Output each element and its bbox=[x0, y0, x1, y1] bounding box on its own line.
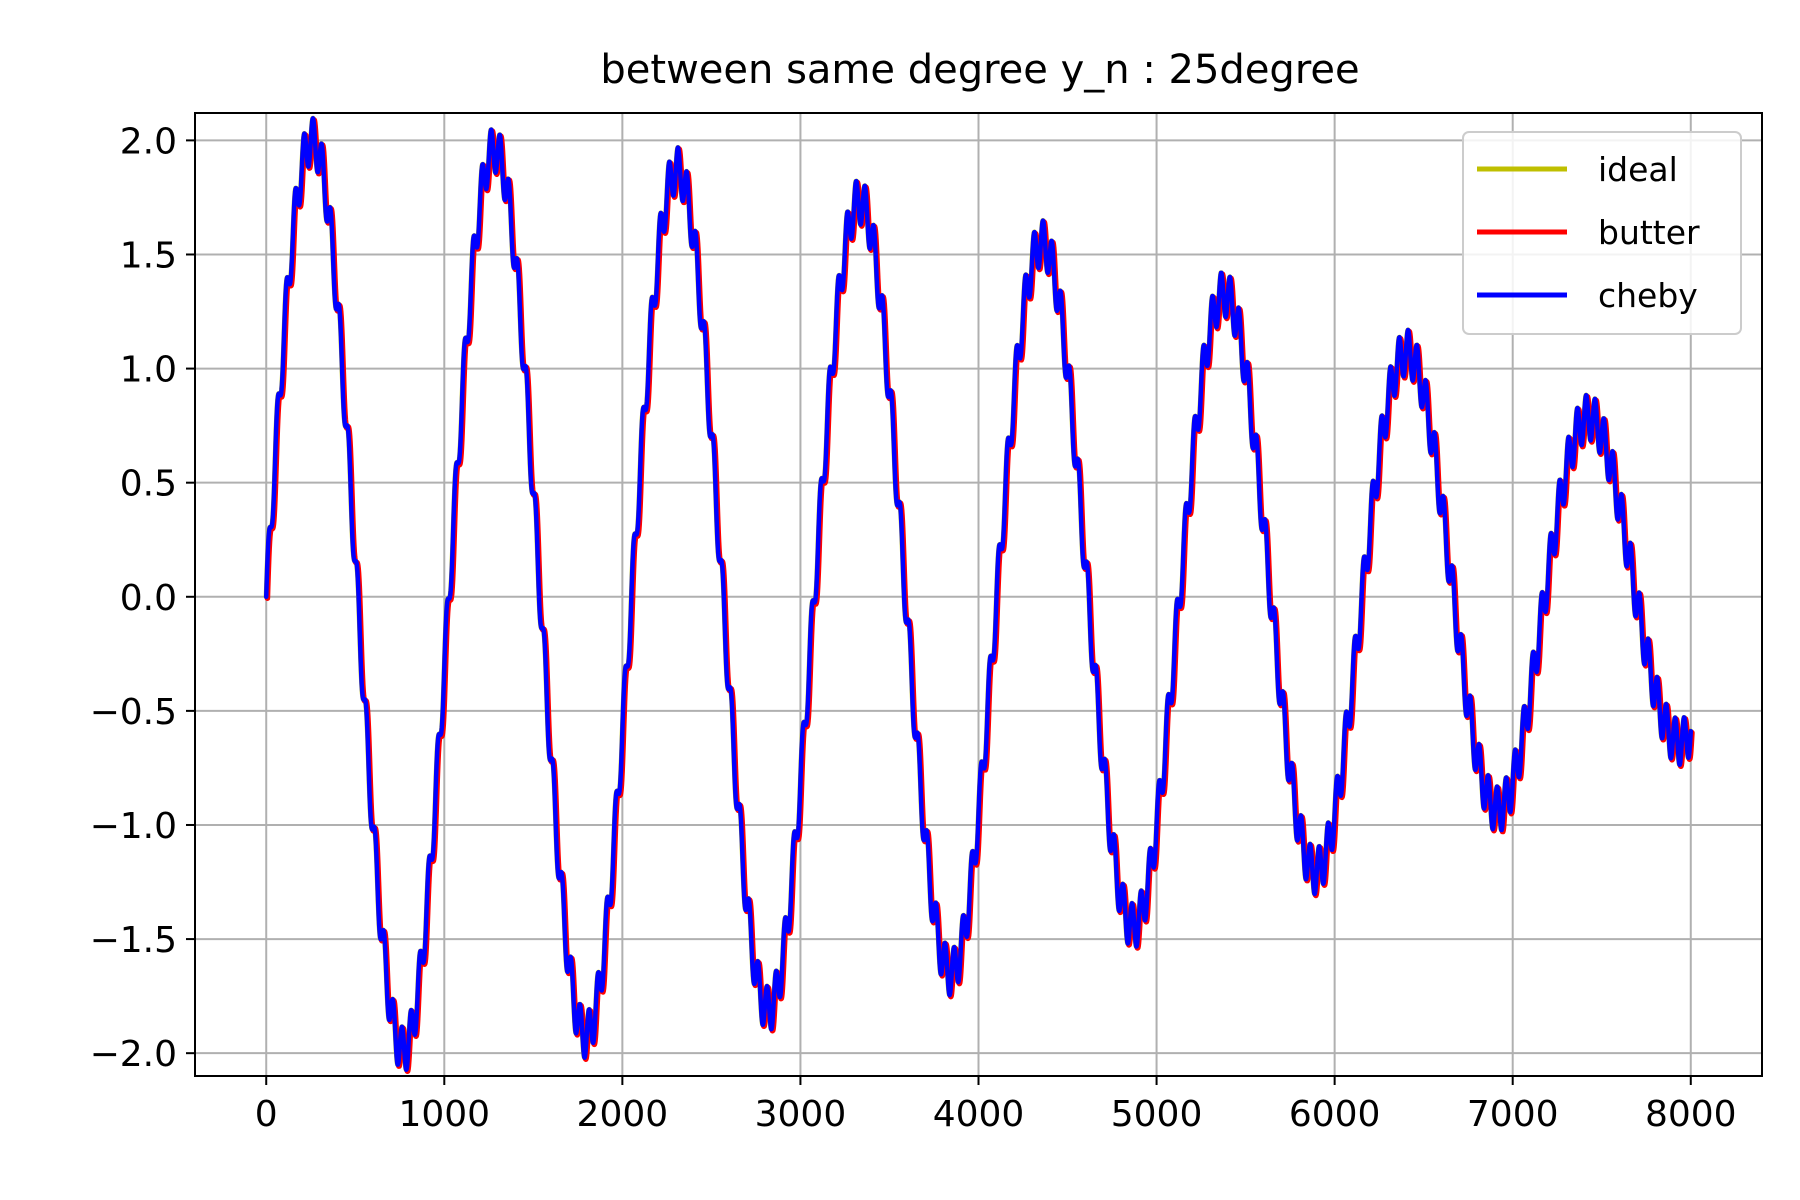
y-tick-label: −1.5 bbox=[90, 920, 177, 961]
y-tick-label: 0.0 bbox=[120, 578, 177, 619]
series-line-cheby bbox=[263, 116, 1694, 1072]
chart-title: between same degree y_n : 25degree bbox=[600, 47, 1359, 93]
x-tick-label: 0 bbox=[255, 1094, 278, 1135]
x-tick-label: 2000 bbox=[577, 1094, 669, 1135]
y-tick-label: 1.5 bbox=[120, 235, 177, 276]
y-tick-label: −2.0 bbox=[90, 1034, 177, 1075]
axis-ticks: 0 1000 2000 3000 4000 5000 6000 7000 8000 2.0 1.5 1… bbox=[90, 121, 1737, 1135]
x-tick-label: 7000 bbox=[1467, 1094, 1559, 1135]
legend: ideal butter cheby bbox=[1462, 131, 1742, 335]
x-tick-label: 6000 bbox=[1289, 1094, 1381, 1135]
x-tick-label: 3000 bbox=[755, 1094, 847, 1135]
y-tick-label: −0.5 bbox=[90, 692, 177, 733]
y-tick-label: 2.0 bbox=[120, 121, 177, 162]
x-tick-label: 5000 bbox=[1111, 1094, 1203, 1135]
legend-box bbox=[1462, 131, 1742, 335]
y-tick-label: −1.0 bbox=[90, 806, 177, 847]
x-tick-label: 1000 bbox=[398, 1094, 490, 1135]
x-tick-label: 8000 bbox=[1645, 1094, 1737, 1135]
x-tick-label: 4000 bbox=[933, 1094, 1025, 1135]
legend-label-butter: butter bbox=[1598, 213, 1700, 252]
legend-label-cheby: cheby bbox=[1598, 276, 1698, 315]
y-tick-label: 1.0 bbox=[120, 350, 177, 391]
series-lines bbox=[263, 115, 1695, 1074]
grid bbox=[195, 113, 1762, 1076]
y-tick-label: 0.5 bbox=[120, 464, 177, 505]
legend-label-ideal: ideal bbox=[1598, 150, 1678, 189]
